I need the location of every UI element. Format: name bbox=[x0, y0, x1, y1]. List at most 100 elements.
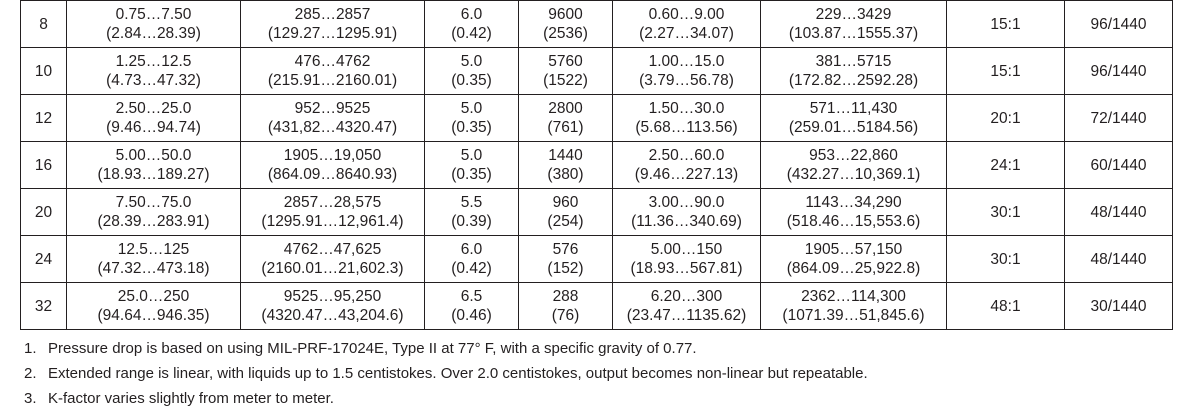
converted-value-line: (18.93…189.27) bbox=[97, 166, 210, 183]
range-cell-c2: 1905…19,050 (864.09…8640.93) bbox=[240, 141, 425, 189]
size-cell: 24 bbox=[20, 235, 67, 283]
value-line: 2.50…25.0 bbox=[115, 100, 192, 117]
converted-value-line: (1295.91…12,961.4) bbox=[261, 213, 404, 230]
pulses-cell: 48/1440 bbox=[1064, 235, 1173, 283]
converted-value-line: (4320.47…43,204.6) bbox=[261, 307, 404, 324]
range-cell-c5: 5.00…150 (18.93…567.81) bbox=[612, 235, 761, 283]
value-line: 5760 bbox=[548, 53, 583, 70]
converted-value-line: (23.47…1135.62) bbox=[626, 307, 747, 324]
value-line: 5.00…150 bbox=[650, 241, 723, 258]
pulses-cell: 96/1440 bbox=[1064, 0, 1173, 48]
value-line: 960 bbox=[552, 194, 579, 211]
value-line: 953…22,860 bbox=[809, 147, 898, 164]
footnote-number: 3. bbox=[24, 390, 37, 407]
footnote-number: 1. bbox=[24, 340, 37, 357]
converted-value-line: (431,82…4320.47) bbox=[267, 119, 398, 136]
footnote-text: Extended range is linear, with liquids u… bbox=[48, 365, 868, 382]
converted-value-line: (0.39) bbox=[451, 213, 492, 230]
range-cell-c1: 1.25…12.5 (4.73…47.32) bbox=[66, 47, 241, 95]
range-cell-c6: 1905…57,150 (864.09…25,922.8) bbox=[760, 235, 947, 283]
converted-value-line: (103.87…1555.37) bbox=[788, 25, 919, 42]
range-cell-c4: 2800 (761) bbox=[518, 94, 613, 142]
converted-value-line: (254) bbox=[547, 213, 584, 230]
range-cell-c3: 5.0 (0.35) bbox=[424, 47, 519, 95]
value-line: 4762…47,625 bbox=[283, 241, 382, 258]
value-line: 285…2857 bbox=[294, 6, 371, 23]
range-cell-c2: 2857…28,575 (1295.91…12,961.4) bbox=[240, 188, 425, 236]
converted-value-line: (761) bbox=[547, 119, 584, 136]
value-line: 476…4762 bbox=[294, 53, 371, 70]
ratio-cell: 15:1 bbox=[946, 47, 1065, 95]
converted-value-line: (76) bbox=[551, 307, 580, 324]
range-cell-c4: 576 (152) bbox=[518, 235, 613, 283]
footnote: 3. K-factor varies slightly from meter to… bbox=[24, 390, 868, 415]
value-line: 576 bbox=[552, 241, 579, 258]
size-cell: 12 bbox=[20, 94, 67, 142]
value-line: 1905…57,150 bbox=[804, 241, 903, 258]
converted-value-line: (11.36…340.69) bbox=[631, 213, 742, 230]
value-line: 1.25…12.5 bbox=[115, 53, 192, 70]
range-cell-c6: 953…22,860 (432.27…10,369.1) bbox=[760, 141, 947, 189]
pulses-cell: 60/1440 bbox=[1064, 141, 1173, 189]
size-cell: 10 bbox=[20, 47, 67, 95]
range-cell-c5: 2.50…60.0 (9.46…227.13) bbox=[612, 141, 761, 189]
range-cell-c2: 285…2857 (129.27…1295.91) bbox=[240, 0, 425, 48]
size-cell: 16 bbox=[20, 141, 67, 189]
converted-value-line: (0.35) bbox=[451, 119, 492, 136]
value-line: 6.5 bbox=[460, 288, 483, 305]
converted-value-line: (0.42) bbox=[451, 260, 492, 277]
value-line: 1.50…30.0 bbox=[648, 100, 725, 117]
converted-value-line: (1522) bbox=[543, 72, 588, 89]
pulses-cell: 48/1440 bbox=[1064, 188, 1173, 236]
converted-value-line: (0.46) bbox=[451, 307, 492, 324]
converted-value-line: (215.91…2160.01) bbox=[267, 72, 398, 89]
converted-value-line: (18.93…567.81) bbox=[630, 260, 743, 277]
range-cell-c3: 5.0 (0.35) bbox=[424, 94, 519, 142]
converted-value-line: (28.39…283.91) bbox=[97, 213, 210, 230]
converted-value-line: (0.42) bbox=[451, 25, 492, 42]
table-row: 24 12.5…125 (47.32…473.18) 4762…47,625 (2160… bbox=[20, 235, 1173, 283]
converted-value-line: (259.01…5184.56) bbox=[788, 119, 919, 136]
range-cell-c4: 9600 (2536) bbox=[518, 0, 613, 48]
ratio-cell: 20:1 bbox=[946, 94, 1065, 142]
pulses-cell: 30/1440 bbox=[1064, 282, 1173, 330]
converted-value-line: (3.79…56.78) bbox=[639, 72, 734, 89]
range-cell-c4: 1440 (380) bbox=[518, 141, 613, 189]
value-line: 5.0 bbox=[460, 53, 483, 70]
converted-value-line: (380) bbox=[547, 166, 584, 183]
range-cell-c6: 571…11,430 (259.01…5184.56) bbox=[760, 94, 947, 142]
value-line: 9525…95,250 bbox=[283, 288, 382, 305]
converted-value-line: (0.35) bbox=[451, 166, 492, 183]
value-line: 2800 bbox=[548, 100, 583, 117]
range-cell-c2: 476…4762 (215.91…2160.01) bbox=[240, 47, 425, 95]
footnote: 2. Extended range is linear, with liquids… bbox=[24, 365, 868, 390]
table-row: 10 1.25…12.5 (4.73…47.32) 476…4762 (215.91…2… bbox=[20, 47, 1173, 95]
ratio-cell: 30:1 bbox=[946, 235, 1065, 283]
range-cell-c5: 3.00…90.0 (11.36…340.69) bbox=[612, 188, 761, 236]
range-cell-c3: 5.0 (0.35) bbox=[424, 141, 519, 189]
footnote-text: K-factor varies slightly from meter to m… bbox=[48, 390, 334, 407]
pulses-cell: 96/1440 bbox=[1064, 47, 1173, 95]
ratio-cell: 48:1 bbox=[946, 282, 1065, 330]
size-cell: 20 bbox=[20, 188, 67, 236]
range-cell-c2: 952…9525 (431,82…4320.47) bbox=[240, 94, 425, 142]
value-line: 6.0 bbox=[460, 6, 483, 23]
footnotes-list: 1. Pressure drop is based on using MIL-PR… bbox=[24, 340, 868, 415]
value-line: 0.75…7.50 bbox=[115, 6, 192, 23]
value-line: 5.0 bbox=[460, 100, 483, 117]
range-cell-c3: 6.5 (0.46) bbox=[424, 282, 519, 330]
table-row: 12 2.50…25.0 (9.46…94.74) 952…9525 (431,82…4… bbox=[20, 94, 1173, 142]
converted-value-line: (172.82…2592.28) bbox=[788, 72, 919, 89]
converted-value-line: (432.27…10,369.1) bbox=[786, 166, 921, 183]
ratio-cell: 15:1 bbox=[946, 0, 1065, 48]
converted-value-line: (2.84…28.39) bbox=[106, 25, 201, 42]
value-line: 6.20…300 bbox=[650, 288, 723, 305]
converted-value-line: (152) bbox=[547, 260, 584, 277]
converted-value-line: (9.46…227.13) bbox=[634, 166, 739, 183]
footnote: 1. Pressure drop is based on using MIL-PR… bbox=[24, 340, 868, 365]
converted-value-line: (47.32…473.18) bbox=[97, 260, 210, 277]
size-cell: 8 bbox=[20, 0, 67, 48]
range-cell-c1: 0.75…7.50 (2.84…28.39) bbox=[66, 0, 241, 48]
value-line: 2.50…60.0 bbox=[648, 147, 725, 164]
range-cell-c1: 2.50…25.0 (9.46…94.74) bbox=[66, 94, 241, 142]
